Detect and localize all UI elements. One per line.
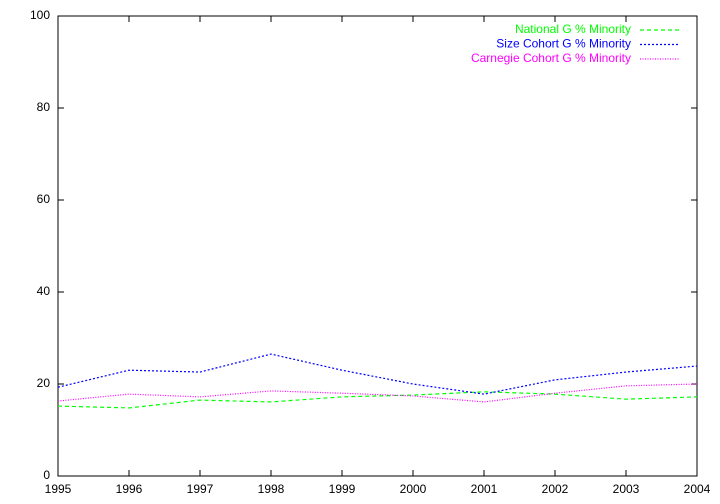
x-tick-label: 2001 [471,482,498,496]
x-tick-label: 2000 [400,482,427,496]
legend-label: National G % Minority [515,22,631,36]
y-tick-label: 0 [43,468,50,482]
legend-label: Size Cohort G % Minority [496,37,631,51]
x-tick-label: 1999 [329,482,356,496]
x-tick-label: 1998 [258,482,285,496]
x-tick-label: 1996 [116,482,143,496]
y-tick-label: 40 [37,284,51,298]
x-tick-label: 2002 [542,482,569,496]
series-line [57,353,698,395]
x-tick-label: 1995 [45,482,72,496]
x-tick-label: 2004 [684,482,711,496]
series-line [57,391,698,409]
plot-frame [57,15,698,477]
legend-label: Carnegie Cohort G % Minority [471,51,631,65]
series-line [57,383,698,403]
y-tick-label: 20 [37,376,51,390]
x-tick-label: 1997 [187,482,214,496]
x-tick-label: 2003 [613,482,640,496]
y-tick-label: 60 [37,192,51,206]
y-tick-label: 80 [37,100,51,114]
y-tick-label: 100 [30,8,50,22]
